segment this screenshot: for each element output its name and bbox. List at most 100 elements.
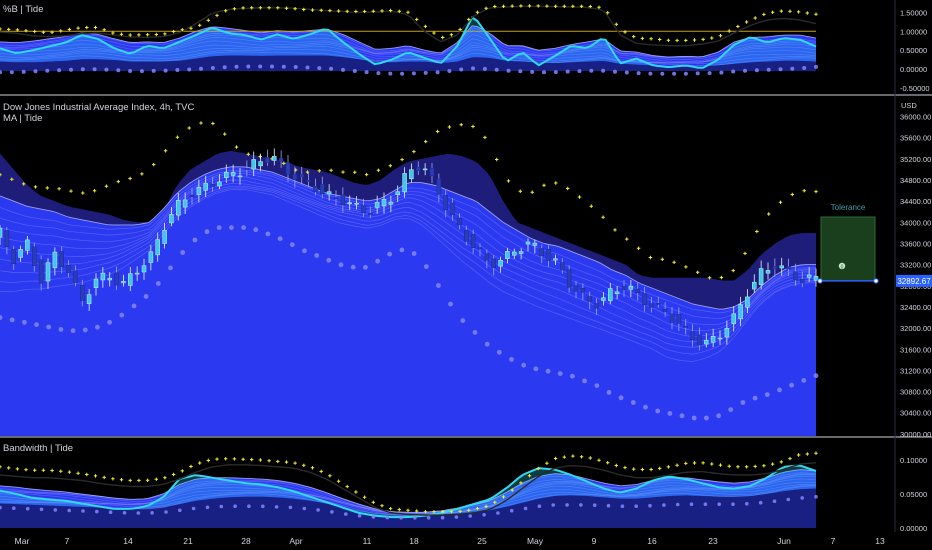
candle-body[interactable]: [203, 183, 208, 191]
candle-body[interactable]: [4, 230, 10, 248]
candle-body[interactable]: [224, 172, 229, 178]
candle-body[interactable]: [272, 156, 277, 161]
candle-body[interactable]: [656, 303, 661, 305]
candle-body[interactable]: [93, 278, 99, 288]
time-axis[interactable]: Mar 7 14 21 28 Apr 11 18 25 May 9 16 23 Jun 7 13: [15, 536, 885, 546]
candle-body[interactable]: [649, 303, 654, 308]
candle-body[interactable]: [429, 168, 435, 176]
candle-body[interactable]: [148, 251, 154, 263]
candle-body[interactable]: [320, 184, 325, 194]
candle-body[interactable]: [176, 200, 181, 216]
candle-body[interactable]: [340, 194, 346, 206]
candle-body[interactable]: [114, 272, 119, 286]
candle-body[interactable]: [313, 186, 318, 193]
candle-body[interactable]: [690, 331, 695, 341]
candle-body[interactable]: [100, 272, 106, 281]
candle-body[interactable]: [155, 239, 160, 256]
candle-body[interactable]: [546, 248, 551, 261]
candle-body[interactable]: [793, 271, 798, 281]
candle-body[interactable]: [779, 265, 784, 269]
candle-body[interactable]: [169, 214, 174, 224]
candle-body[interactable]: [368, 213, 373, 215]
candle-body[interactable]: [587, 296, 592, 302]
symbol-title[interactable]: Dow Jones Industrial Average Index, 4h, …: [3, 102, 194, 113]
candle-body[interactable]: [189, 194, 195, 198]
tolerance-handle-left[interactable]: [817, 278, 823, 284]
candle-body[interactable]: [59, 251, 64, 268]
candle-body[interactable]: [285, 162, 291, 175]
bandwidth-title[interactable]: Bandwidth | Tide: [3, 443, 73, 454]
candle-body[interactable]: [251, 159, 256, 170]
candle-body[interactable]: [477, 247, 483, 250]
candle-body[interactable]: [217, 181, 222, 187]
candle-body[interactable]: [265, 157, 270, 163]
candle-body[interactable]: [0, 227, 3, 238]
candle-body[interactable]: [614, 291, 620, 295]
candle-body[interactable]: [580, 288, 586, 293]
candle-body[interactable]: [162, 229, 167, 244]
candle-body[interactable]: [800, 278, 805, 284]
candle-body[interactable]: [107, 277, 112, 281]
candle-body[interactable]: [374, 202, 380, 208]
marker-icon[interactable]: [838, 262, 846, 270]
candle-body[interactable]: [464, 230, 469, 242]
candle-body[interactable]: [662, 308, 668, 312]
candle-body[interactable]: [210, 184, 215, 187]
candle-body[interactable]: [669, 313, 675, 323]
candle-body[interactable]: [601, 297, 606, 301]
candle-body[interactable]: [765, 270, 771, 274]
candle-body[interactable]: [443, 195, 448, 211]
candle-body[interactable]: [697, 334, 702, 346]
candle-body[interactable]: [628, 285, 634, 290]
percent-b-title[interactable]: %B | Tide: [3, 4, 44, 15]
tolerance-handle-right[interactable]: [873, 278, 879, 284]
candle-body[interactable]: [505, 251, 510, 259]
candle-body[interactable]: [402, 173, 407, 193]
candle-body[interactable]: [553, 258, 558, 261]
candle-body[interactable]: [230, 172, 236, 176]
candle-body[interactable]: [416, 167, 421, 172]
candle-body[interactable]: [512, 251, 517, 256]
candle-body[interactable]: [539, 248, 544, 256]
candle-body[interactable]: [45, 262, 51, 282]
candle-body[interactable]: [409, 169, 414, 180]
candle-body[interactable]: [306, 180, 311, 182]
ma-title[interactable]: MA | Tide: [3, 113, 42, 124]
candle-body[interactable]: [491, 258, 496, 268]
candle-body[interactable]: [806, 274, 812, 278]
candle-body[interactable]: [258, 161, 263, 167]
candle-body[interactable]: [395, 191, 400, 195]
candle-body[interactable]: [560, 262, 565, 271]
candle-body[interactable]: [299, 174, 304, 178]
candle-body[interactable]: [518, 251, 524, 254]
candle-body[interactable]: [422, 168, 428, 171]
candle-body[interactable]: [237, 175, 243, 178]
candle-body[interactable]: [484, 253, 490, 261]
candle-body[interactable]: [786, 266, 791, 270]
candle-body[interactable]: [134, 272, 140, 275]
candle-body[interactable]: [80, 285, 85, 301]
candle-body[interactable]: [608, 288, 613, 302]
candle-body[interactable]: [121, 281, 126, 284]
candle-body[interactable]: [86, 294, 92, 304]
candle-body[interactable]: [724, 328, 730, 338]
candle-body[interactable]: [498, 260, 503, 267]
candle-body[interactable]: [566, 269, 572, 288]
candle-body[interactable]: [772, 266, 778, 270]
candle-body[interactable]: [642, 293, 647, 306]
candle-body[interactable]: [635, 288, 640, 293]
candle-body[interactable]: [621, 285, 627, 291]
candle-body[interactable]: [752, 281, 757, 290]
candle-body[interactable]: [450, 202, 455, 215]
candle-body[interactable]: [381, 198, 387, 207]
candle-body[interactable]: [525, 241, 531, 245]
candle-body[interactable]: [66, 265, 71, 273]
candle-body[interactable]: [683, 326, 688, 328]
candle-body[interactable]: [704, 340, 709, 345]
candle-body[interactable]: [182, 199, 188, 208]
candle-body[interactable]: [361, 205, 366, 214]
candle-body[interactable]: [388, 201, 394, 205]
candle-body[interactable]: [731, 313, 736, 324]
candle-body[interactable]: [278, 157, 284, 162]
candle-body[interactable]: [813, 276, 819, 281]
